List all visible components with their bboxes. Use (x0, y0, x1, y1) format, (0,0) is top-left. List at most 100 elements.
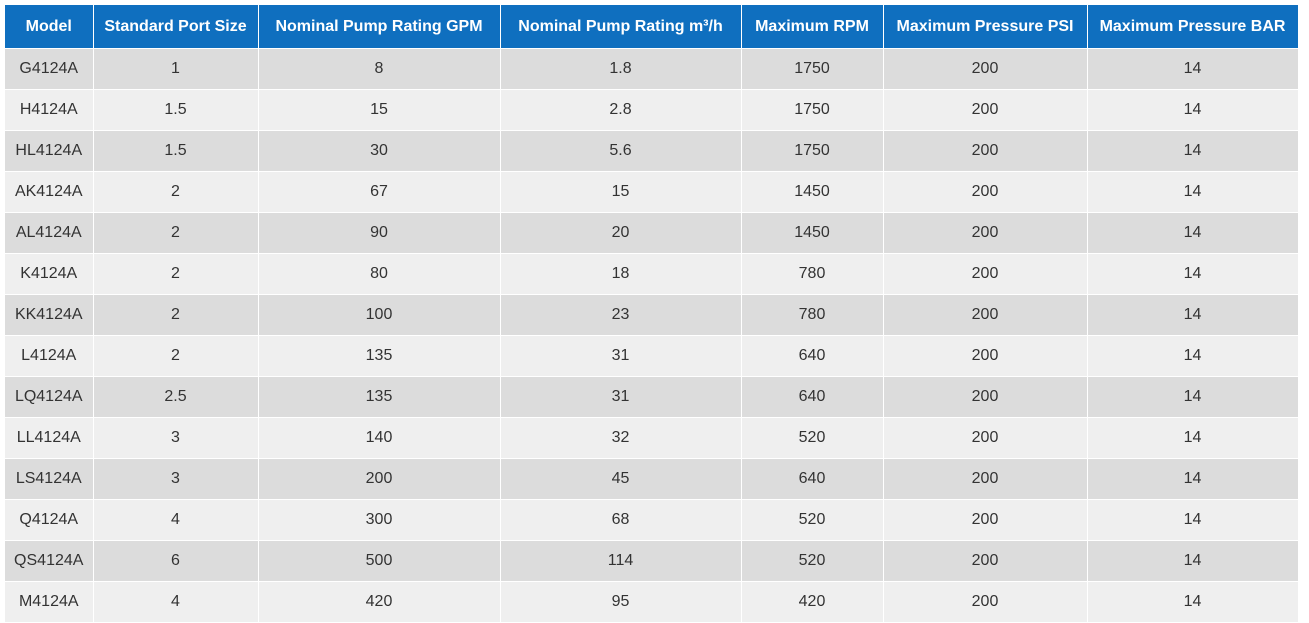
value-cell: 68 (500, 499, 742, 541)
table-row: KK4124A 2 100 23 780 200 14 (5, 294, 1299, 336)
model-cell: L4124A (5, 335, 94, 377)
table-row: Q4124A 4 300 68 520 200 14 (5, 499, 1299, 541)
model-cell: LL4124A (5, 417, 94, 459)
value-cell: 14 (1087, 417, 1299, 459)
table-row: M4124A 4 420 95 420 200 14 (5, 581, 1299, 623)
value-cell: 200 (883, 376, 1088, 418)
value-cell: 2.8 (500, 89, 742, 131)
model-cell: M4124A (5, 581, 94, 623)
value-cell: 1 (93, 48, 259, 90)
table-body: G4124A 1 8 1.8 1750 200 14 H4124A 1.5 15 2.8 1750 20… (5, 48, 1299, 623)
value-cell: 6 (93, 540, 259, 582)
value-cell: 520 (741, 540, 884, 582)
value-cell: 1750 (741, 48, 884, 90)
table-container: Model Standard Port Size Nominal Pump Rati… (5, 5, 1299, 623)
value-cell: 1450 (741, 171, 884, 213)
value-cell: 14 (1087, 499, 1299, 541)
value-cell: 1.5 (93, 130, 259, 172)
value-cell: 18 (500, 253, 742, 295)
value-cell: 15 (500, 171, 742, 213)
value-cell: 14 (1087, 376, 1299, 418)
value-cell: 100 (258, 294, 501, 336)
model-cell: AK4124A (5, 171, 94, 213)
value-cell: 14 (1087, 253, 1299, 295)
value-cell: 14 (1087, 48, 1299, 90)
value-cell: 200 (883, 48, 1088, 90)
value-cell: 8 (258, 48, 501, 90)
header-cell: Model (5, 5, 94, 49)
value-cell: 420 (741, 581, 884, 623)
table-row: LS4124A 3 200 45 640 200 14 (5, 458, 1299, 500)
value-cell: 200 (883, 294, 1088, 336)
value-cell: 2 (93, 335, 259, 377)
value-cell: 200 (883, 581, 1088, 623)
value-cell: 67 (258, 171, 501, 213)
value-cell: 200 (883, 171, 1088, 213)
value-cell: 23 (500, 294, 742, 336)
model-cell: AL4124A (5, 212, 94, 254)
value-cell: 1.8 (500, 48, 742, 90)
value-cell: 114 (500, 540, 742, 582)
value-cell: 14 (1087, 335, 1299, 377)
value-cell: 1750 (741, 89, 884, 131)
model-cell: HL4124A (5, 130, 94, 172)
value-cell: 420 (258, 581, 501, 623)
header-cell: Nominal Pump Rating GPM (258, 5, 501, 49)
table-row: QS4124A 6 500 114 520 200 14 (5, 540, 1299, 582)
header-row: Model Standard Port Size Nominal Pump Rati… (5, 5, 1299, 49)
value-cell: 200 (883, 417, 1088, 459)
spec-table: Model Standard Port Size Nominal Pump Rati… (5, 5, 1299, 623)
value-cell: 95 (500, 581, 742, 623)
value-cell: 2.5 (93, 376, 259, 418)
model-cell: Q4124A (5, 499, 94, 541)
value-cell: 1750 (741, 130, 884, 172)
value-cell: 31 (500, 376, 742, 418)
model-cell: K4124A (5, 253, 94, 295)
table-row: AL4124A 2 90 20 1450 200 14 (5, 212, 1299, 254)
value-cell: 80 (258, 253, 501, 295)
value-cell: 14 (1087, 294, 1299, 336)
table-row: K4124A 2 80 18 780 200 14 (5, 253, 1299, 295)
value-cell: 200 (258, 458, 501, 500)
value-cell: 640 (741, 335, 884, 377)
value-cell: 200 (883, 335, 1088, 377)
value-cell: 2 (93, 253, 259, 295)
value-cell: 2 (93, 212, 259, 254)
table-row: LQ4124A 2.5 135 31 640 200 14 (5, 376, 1299, 418)
header-cell: Maximum Pressure BAR (1087, 5, 1299, 49)
value-cell: 200 (883, 253, 1088, 295)
value-cell: 5.6 (500, 130, 742, 172)
value-cell: 45 (500, 458, 742, 500)
value-cell: 15 (258, 89, 501, 131)
value-cell: 200 (883, 540, 1088, 582)
value-cell: 14 (1087, 89, 1299, 131)
value-cell: 300 (258, 499, 501, 541)
value-cell: 780 (741, 294, 884, 336)
value-cell: 520 (741, 499, 884, 541)
value-cell: 200 (883, 458, 1088, 500)
value-cell: 14 (1087, 130, 1299, 172)
value-cell: 520 (741, 417, 884, 459)
model-cell: H4124A (5, 89, 94, 131)
model-cell: QS4124A (5, 540, 94, 582)
value-cell: 200 (883, 130, 1088, 172)
value-cell: 4 (93, 581, 259, 623)
value-cell: 640 (741, 458, 884, 500)
value-cell: 780 (741, 253, 884, 295)
value-cell: 200 (883, 212, 1088, 254)
value-cell: 2 (93, 171, 259, 213)
value-cell: 135 (258, 335, 501, 377)
table-row: HL4124A 1.5 30 5.6 1750 200 14 (5, 130, 1299, 172)
value-cell: 200 (883, 89, 1088, 131)
value-cell: 90 (258, 212, 501, 254)
table-row: H4124A 1.5 15 2.8 1750 200 14 (5, 89, 1299, 131)
value-cell: 4 (93, 499, 259, 541)
table-row: LL4124A 3 140 32 520 200 14 (5, 417, 1299, 459)
value-cell: 30 (258, 130, 501, 172)
header-cell: Nominal Pump Rating m³/h (500, 5, 742, 49)
value-cell: 200 (883, 499, 1088, 541)
value-cell: 140 (258, 417, 501, 459)
value-cell: 3 (93, 417, 259, 459)
value-cell: 500 (258, 540, 501, 582)
